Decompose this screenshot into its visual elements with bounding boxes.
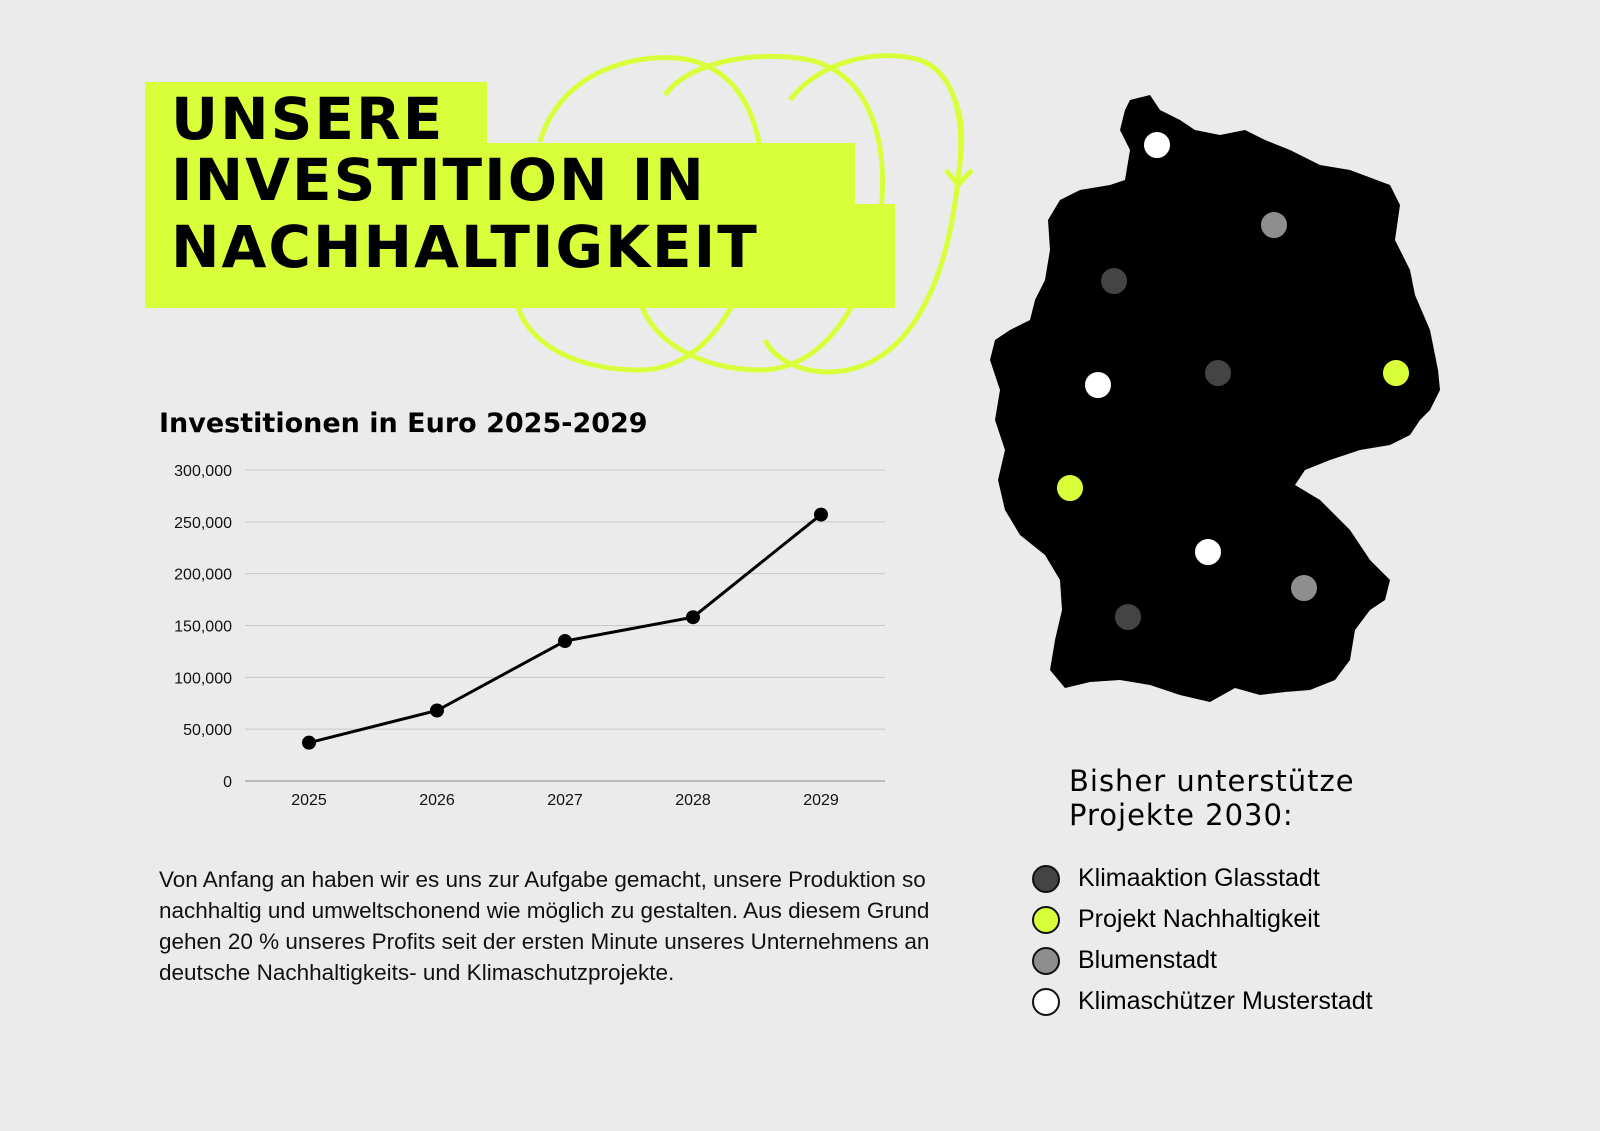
white-circle-icon (1032, 987, 1060, 1016)
germany-map (990, 95, 1440, 702)
description-text: Von Anfang an haben wir es uns zur Aufga… (159, 867, 930, 985)
map-marker (1259, 210, 1289, 240)
legend-item-blumenstadt: Blumenstadt (1032, 940, 1373, 981)
data-point (686, 610, 700, 625)
germany-silhouette (990, 95, 1440, 702)
map-marker (1142, 130, 1172, 160)
map-marker (1113, 602, 1143, 632)
legend-item-label: Klimaaktion Glasstadt (1078, 864, 1320, 892)
map-marker (1289, 573, 1319, 603)
x-tick-label: 2029 (803, 792, 839, 809)
y-tick-label: 250,000 (174, 515, 232, 532)
chart-title: Investitionen in Euro 2025-2029 (159, 408, 648, 439)
x-tick-label: 2026 (419, 792, 455, 809)
legend-title-line-1: Bisher unterstütze (1069, 764, 1355, 798)
y-tick-label: 300,000 (174, 463, 232, 480)
x-tick-label: 2027 (547, 792, 583, 809)
map-marker (1083, 370, 1113, 400)
lime-circle-icon (1032, 905, 1060, 934)
title-line-3: NACHHALTIGKEIT (145, 204, 895, 308)
legend-item-projekt-nachhaltigkeit: Projekt Nachhaltigkeit (1032, 899, 1373, 940)
y-tick-label: 50,000 (183, 722, 232, 739)
map-marker (1193, 537, 1223, 567)
series-line (308, 513, 822, 745)
y-tick-label: 150,000 (174, 619, 232, 636)
y-tick-label: 0 (223, 774, 232, 791)
investment-line-chart: 0 50,000 100,000 150,000 200,000 250,000 300,0… (174, 463, 885, 809)
legend-item-klimaaktion-glasstadt: Klimaaktion Glasstadt (1032, 858, 1373, 899)
legend-item-label: Klimaschützer Musterstadt (1078, 987, 1373, 1015)
y-tick-label: 100,000 (174, 670, 232, 687)
y-tick-label: 200,000 (174, 567, 232, 584)
legend: Klimaaktion Glasstadt Projekt Nachhaltig… (1032, 858, 1373, 1022)
data-point (430, 703, 444, 718)
map-marker (1099, 266, 1129, 296)
data-point (302, 735, 316, 750)
map-marker (1203, 358, 1233, 388)
map-marker (1381, 358, 1411, 388)
legend-item-label: Blumenstadt (1078, 946, 1217, 974)
dark-gray-circle-icon (1032, 864, 1060, 893)
gray-circle-icon (1032, 946, 1060, 975)
x-tick-label: 2025 (291, 792, 327, 809)
data-point (558, 634, 572, 649)
legend-title: Bisher unterstütze Projekte 2030: (1069, 764, 1355, 832)
data-point (814, 507, 828, 522)
legend-item-klimaschuetzer-musterstadt: Klimaschützer Musterstadt (1032, 981, 1373, 1022)
x-tick-label: 2028 (675, 792, 711, 809)
legend-item-label: Projekt Nachhaltigkeit (1078, 905, 1320, 933)
legend-title-line-2: Projekte 2030: (1069, 798, 1294, 832)
map-marker (1055, 473, 1085, 503)
